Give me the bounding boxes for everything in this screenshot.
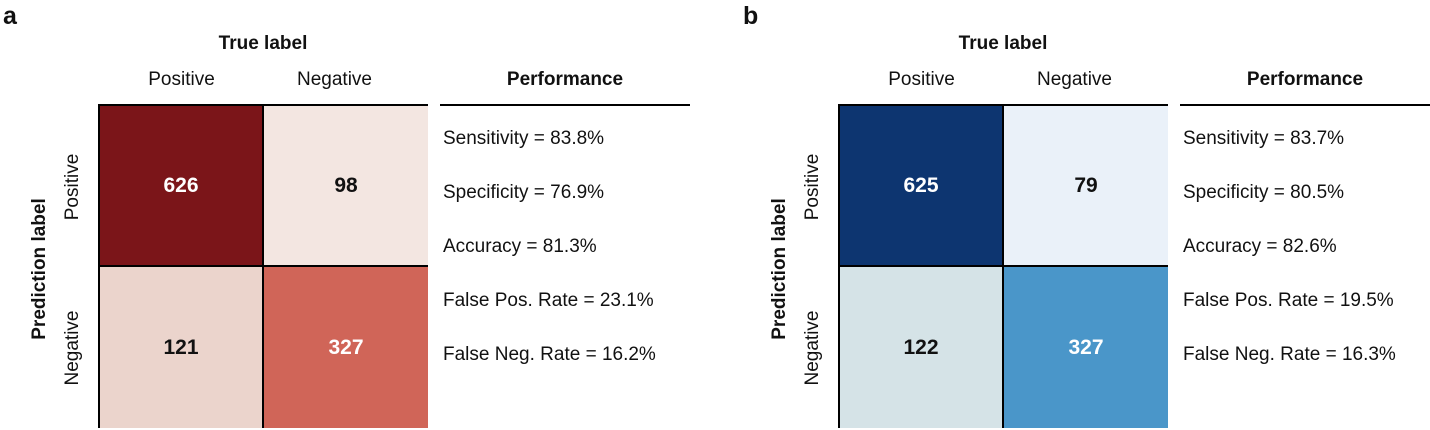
metric-sensitivity: Sensitivity = 83.8% — [443, 128, 605, 149]
cell-false-negative: 122 — [840, 267, 1004, 428]
cell-true-negative: 327 — [1004, 267, 1168, 428]
cell-false-positive: 79 — [1004, 106, 1168, 267]
metric-false-positive-rate: False Pos. Rate = 23.1% — [443, 290, 654, 311]
y-tick-label-positive: Positive — [62, 153, 83, 221]
metric-sensitivity: Sensitivity = 83.7% — [1183, 128, 1345, 149]
performance-divider — [1180, 104, 1430, 106]
y-tick-label-negative: Negative — [802, 310, 823, 386]
x-tick-label-negative: Negative — [1037, 69, 1112, 90]
metric-false-negative-rate: False Neg. Rate = 16.3% — [1183, 344, 1396, 365]
x-tick-label-positive: Positive — [888, 69, 955, 90]
panel-b: b True label Positive Negative Predictio… — [740, 0, 1430, 430]
metric-accuracy: Accuracy = 81.3% — [443, 236, 597, 257]
panel-letter: b — [743, 2, 759, 30]
performance-title: Performance — [506, 69, 624, 90]
cell-false-positive: 98 — [264, 106, 428, 267]
panel-letter: a — [3, 2, 17, 30]
cell-true-positive: 626 — [100, 106, 264, 267]
cell-true-negative: 327 — [264, 267, 428, 428]
y-axis-label: Prediction label — [29, 198, 50, 340]
y-tick-label-positive: Positive — [802, 153, 823, 221]
confusion-matrix: 626 98 121 327 — [98, 104, 428, 428]
y-axis-label: Prediction label — [769, 198, 790, 340]
cell-true-positive: 625 — [840, 106, 1004, 267]
metric-specificity: Specificity = 76.9% — [443, 182, 605, 203]
y-tick-label-negative: Negative — [62, 310, 83, 386]
metric-accuracy: Accuracy = 82.6% — [1183, 236, 1337, 257]
performance-list: Sensitivity = 83.8% Specificity = 76.9% … — [443, 125, 656, 395]
x-tick-label-negative: Negative — [297, 69, 372, 90]
x-tick-label-positive: Positive — [148, 69, 215, 90]
metric-false-negative-rate: False Neg. Rate = 16.2% — [443, 344, 656, 365]
performance-title: Performance — [1246, 69, 1364, 90]
performance-divider — [440, 104, 690, 106]
x-axis-label: True label — [218, 33, 308, 54]
confusion-matrix: 625 79 122 327 — [838, 104, 1168, 428]
panel-a: a True label Positive Negative Predictio… — [3, 2, 690, 428]
metric-false-positive-rate: False Pos. Rate = 19.5% — [1183, 290, 1394, 311]
metric-specificity: Specificity = 80.5% — [1183, 182, 1345, 203]
x-axis-label: True label — [958, 33, 1048, 54]
cell-false-negative: 121 — [100, 267, 264, 428]
performance-list: Sensitivity = 83.7% Specificity = 80.5% … — [1183, 125, 1396, 395]
